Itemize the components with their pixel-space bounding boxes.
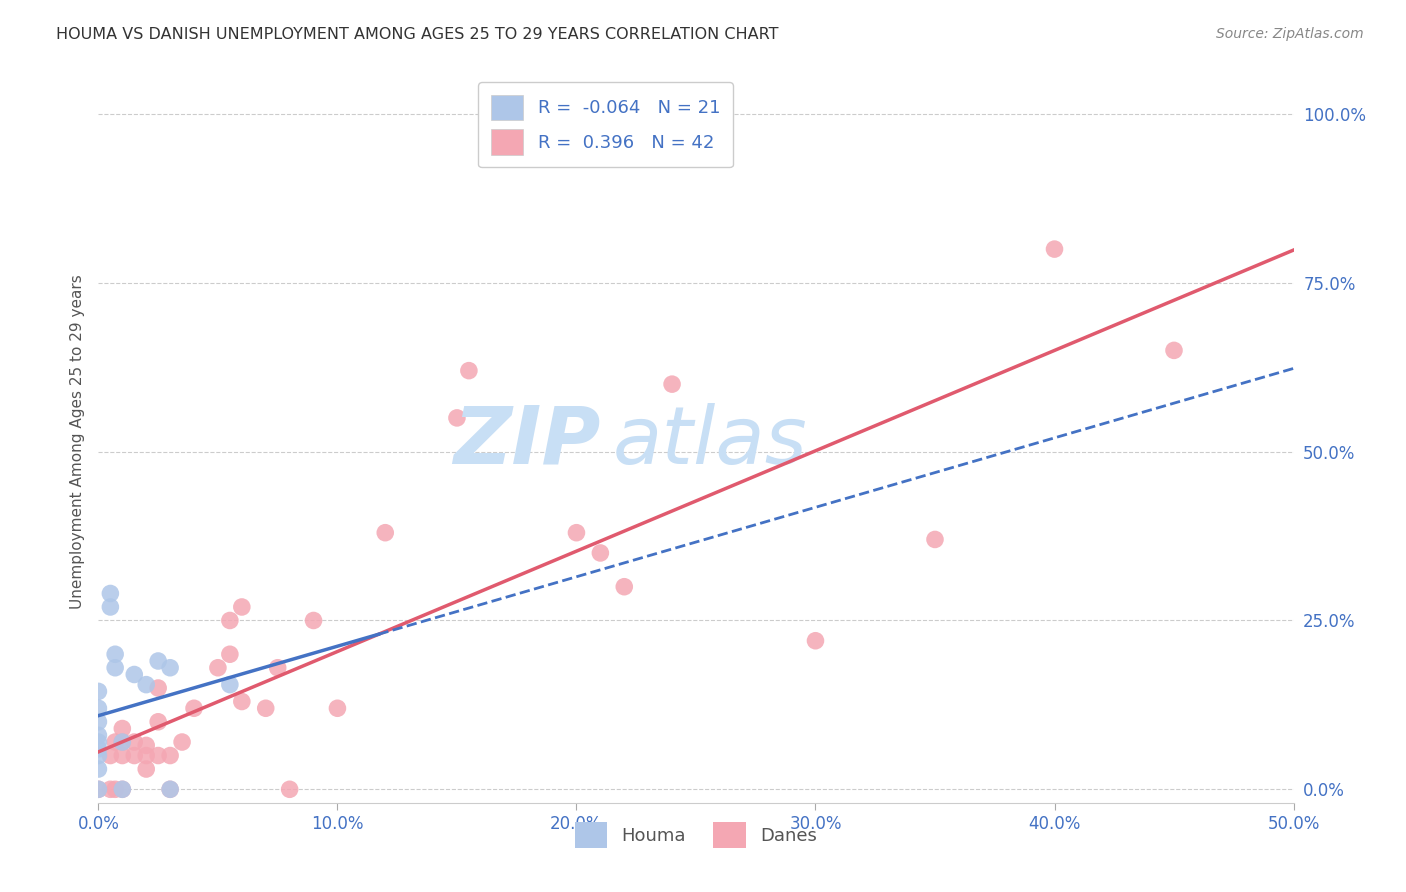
- Legend: Houma, Danes: Houma, Danes: [564, 812, 828, 859]
- Point: [87, 728, 110, 742]
- Point: [87, 782, 110, 797]
- Text: HOUMA VS DANISH UNEMPLOYMENT AMONG AGES 25 TO 29 YEARS CORRELATION CHART: HOUMA VS DANISH UNEMPLOYMENT AMONG AGES …: [56, 27, 779, 42]
- Point: [1163, 343, 1185, 358]
- Point: [231, 694, 253, 708]
- Point: [135, 748, 157, 763]
- Y-axis label: Unemployment Among Ages 25 to 29 years: Unemployment Among Ages 25 to 29 years: [69, 274, 84, 609]
- Point: [98, 782, 122, 797]
- Point: [661, 377, 683, 392]
- Point: [87, 782, 110, 797]
- Point: [589, 546, 612, 560]
- Point: [124, 667, 146, 681]
- Point: [172, 735, 194, 749]
- Point: [183, 701, 205, 715]
- Point: [87, 714, 110, 729]
- Point: [148, 748, 170, 763]
- Point: [804, 633, 827, 648]
- Point: [231, 599, 253, 614]
- Point: [87, 762, 110, 776]
- Point: [159, 782, 181, 797]
- Point: [326, 701, 349, 715]
- Point: [111, 782, 134, 797]
- Point: [458, 364, 481, 378]
- Point: [219, 647, 242, 661]
- Point: [159, 782, 181, 797]
- Point: [565, 525, 588, 540]
- Point: [98, 586, 122, 600]
- Text: Source: ZipAtlas.com: Source: ZipAtlas.com: [1216, 27, 1364, 41]
- Point: [159, 748, 181, 763]
- Point: [98, 748, 122, 763]
- Point: [254, 701, 277, 715]
- Point: [111, 735, 134, 749]
- Point: [302, 614, 325, 628]
- Point: [148, 654, 170, 668]
- Point: [613, 580, 636, 594]
- Point: [924, 533, 946, 547]
- Point: [87, 684, 110, 698]
- Point: [148, 681, 170, 695]
- Point: [104, 647, 127, 661]
- Point: [87, 748, 110, 763]
- Point: [1043, 242, 1066, 256]
- Point: [219, 614, 242, 628]
- Point: [111, 722, 134, 736]
- Point: [135, 678, 157, 692]
- Point: [111, 748, 134, 763]
- Point: [87, 741, 110, 756]
- Point: [87, 735, 110, 749]
- Point: [104, 782, 127, 797]
- Point: [111, 735, 134, 749]
- Text: ZIP: ZIP: [453, 402, 600, 481]
- Point: [267, 661, 290, 675]
- Point: [278, 782, 301, 797]
- Point: [446, 411, 468, 425]
- Point: [111, 782, 134, 797]
- Point: [207, 661, 229, 675]
- Point: [159, 661, 181, 675]
- Point: [124, 735, 146, 749]
- Point: [124, 748, 146, 763]
- Point: [98, 599, 122, 614]
- Point: [219, 678, 242, 692]
- Point: [148, 714, 170, 729]
- Point: [104, 735, 127, 749]
- Point: [104, 661, 127, 675]
- Point: [135, 739, 157, 753]
- Text: atlas: atlas: [613, 402, 807, 481]
- Point: [374, 525, 396, 540]
- Point: [135, 762, 157, 776]
- Point: [87, 701, 110, 715]
